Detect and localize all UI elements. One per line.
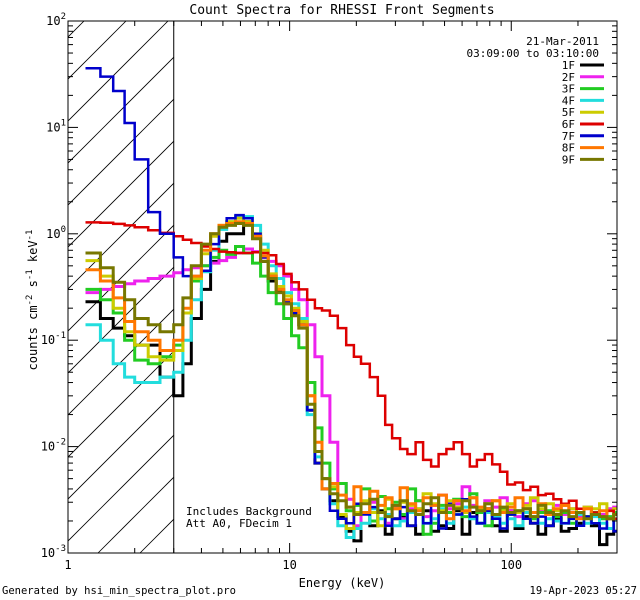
y-tick-label: 101 — [46, 118, 66, 134]
x-tick-label: 10 — [282, 558, 296, 572]
y-tick-label: 10-2 — [41, 438, 66, 454]
legend-label-8F: 8F — [562, 142, 575, 155]
axis-ticks — [67, 21, 618, 554]
series-layer — [85, 66, 617, 547]
y-tick-label: 10-1 — [41, 331, 66, 347]
legend-label-3F: 3F — [562, 83, 575, 96]
date-label: 21-Mar-2011 — [526, 35, 599, 48]
x-axis-label: Energy (keV) — [299, 576, 386, 590]
footer-generated-by: Generated by hsi_min_spectra_plot.pro — [2, 585, 236, 597]
y-tick-label: 10-3 — [41, 544, 66, 560]
time-range-label: 03:09:00 to 03:10:00 — [467, 47, 599, 60]
series-6F — [85, 221, 617, 520]
legend-label-5F: 5F — [562, 106, 575, 119]
annotation-background: Includes Background — [186, 505, 312, 518]
y-tick-label: 100 — [46, 225, 66, 241]
hatched-region — [68, 21, 175, 553]
footer-date-stamp: 19-Apr-2023 05:27 — [530, 585, 637, 597]
legend-label-2F: 2F — [562, 71, 575, 84]
x-tick-label: 100 — [500, 558, 522, 572]
x-tick-label: 1 — [64, 558, 71, 572]
legend-label-9F: 9F — [562, 153, 575, 166]
axis-tick-labels: 1 10 100 102 101 100 10-1 10-2 10-3 — [41, 12, 522, 572]
legend-label-7F: 7F — [562, 130, 575, 143]
legend-label-6F: 6F — [562, 118, 575, 131]
annotation-attenuator: Att A0, FDecim 1 — [186, 517, 292, 530]
plot-frame — [67, 20, 618, 554]
y-tick-label: 102 — [46, 12, 66, 28]
series-9F — [85, 222, 617, 521]
chart-title: Count Spectra for RHESSI Front Segments — [189, 3, 494, 18]
legend-label-1F: 1F — [562, 59, 575, 72]
hatch-lines — [68, 21, 174, 553]
y-axis-label: counts cm-2 s-1 keV-1 — [25, 230, 40, 371]
legend-label-4F: 4F — [562, 94, 575, 107]
